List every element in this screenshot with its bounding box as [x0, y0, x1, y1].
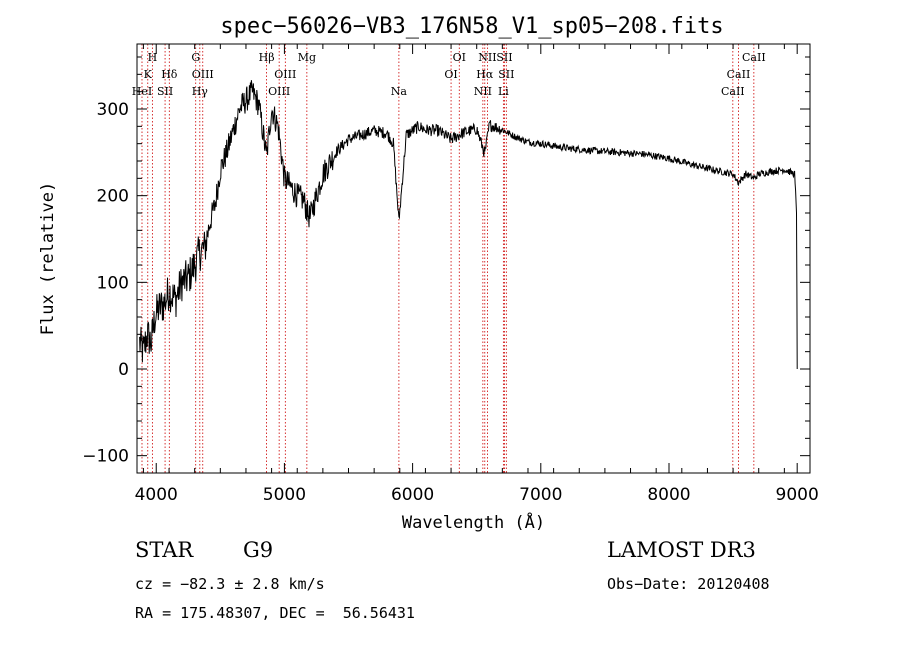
- y-tick-label: 300: [97, 100, 129, 120]
- spectral-line-label: NII: [478, 51, 496, 64]
- spectral-line-label: OI: [453, 51, 466, 64]
- spectral-line-label: Li: [498, 85, 509, 98]
- spectral-line-label: CaII: [721, 85, 745, 98]
- x-tick-label: 7000: [519, 485, 562, 505]
- survey-name: LAMOST DR3: [607, 538, 756, 562]
- x-tick-label: 9000: [776, 485, 819, 505]
- spectral-line-label: Hβ: [259, 51, 275, 64]
- x-tick-label: 8000: [647, 485, 690, 505]
- spectral-line-label: SII: [496, 51, 512, 64]
- y-tick-label: 0: [118, 360, 129, 380]
- spectral-line-label: OI: [444, 68, 457, 81]
- chart-title: spec−56026−VB3_176N58_V1_sp05−208.fits: [220, 14, 723, 39]
- y-tick-label: 100: [97, 273, 129, 293]
- object-class: STAR: [135, 538, 194, 562]
- spectral-line-label: CaII: [742, 51, 766, 64]
- y-axis-label: Flux (relative): [38, 182, 58, 336]
- spectrum-series-line: [139, 80, 798, 370]
- x-tick-label: 4000: [135, 485, 178, 505]
- spectral-line-label: OIII: [274, 68, 296, 81]
- spectral-line-label: Hα: [476, 68, 494, 81]
- spectral-line-label: Hγ: [192, 85, 209, 98]
- spectral-line-label: H: [148, 51, 158, 64]
- axis-ticks: 4000 5000 6000 7000 8000 9000 −100 0 100 200 300: [82, 44, 819, 505]
- redshift-velocity: cz = −82.3 ± 2.8 km/s: [135, 575, 325, 593]
- spectral-line-label: Mg: [298, 51, 316, 64]
- plot-frame: [136, 43, 811, 474]
- x-tick-label: 5000: [263, 485, 306, 505]
- spectral-line-label: OIII: [192, 68, 214, 81]
- spectral-lines-layer: [141, 44, 755, 473]
- spectrum-layer: [139, 80, 798, 370]
- coordinates: RA = 175.48307, DEC = 56.56431: [135, 604, 415, 622]
- spectral-line-label: OIII: [268, 85, 290, 98]
- spectral-line-label: SII: [498, 68, 514, 81]
- spectral-line-label: K: [144, 68, 153, 81]
- y-tick-label: 200: [97, 187, 129, 207]
- spectral-line-label: Hδ: [161, 68, 178, 81]
- x-axis-label: Wavelength (Å): [402, 511, 545, 533]
- spectral-line-label: G: [191, 51, 200, 64]
- spectral-line-label: SII: [157, 85, 173, 98]
- spectral-line-label: CaII: [727, 68, 751, 81]
- y-tick-label: −100: [82, 447, 129, 467]
- x-tick-label: 6000: [391, 485, 434, 505]
- object-subclass: G9: [243, 538, 274, 562]
- observation-date: Obs−Date: 20120408: [607, 575, 770, 593]
- spectral-line-label: Na: [391, 85, 408, 98]
- spectral-line-label: NII: [474, 85, 492, 98]
